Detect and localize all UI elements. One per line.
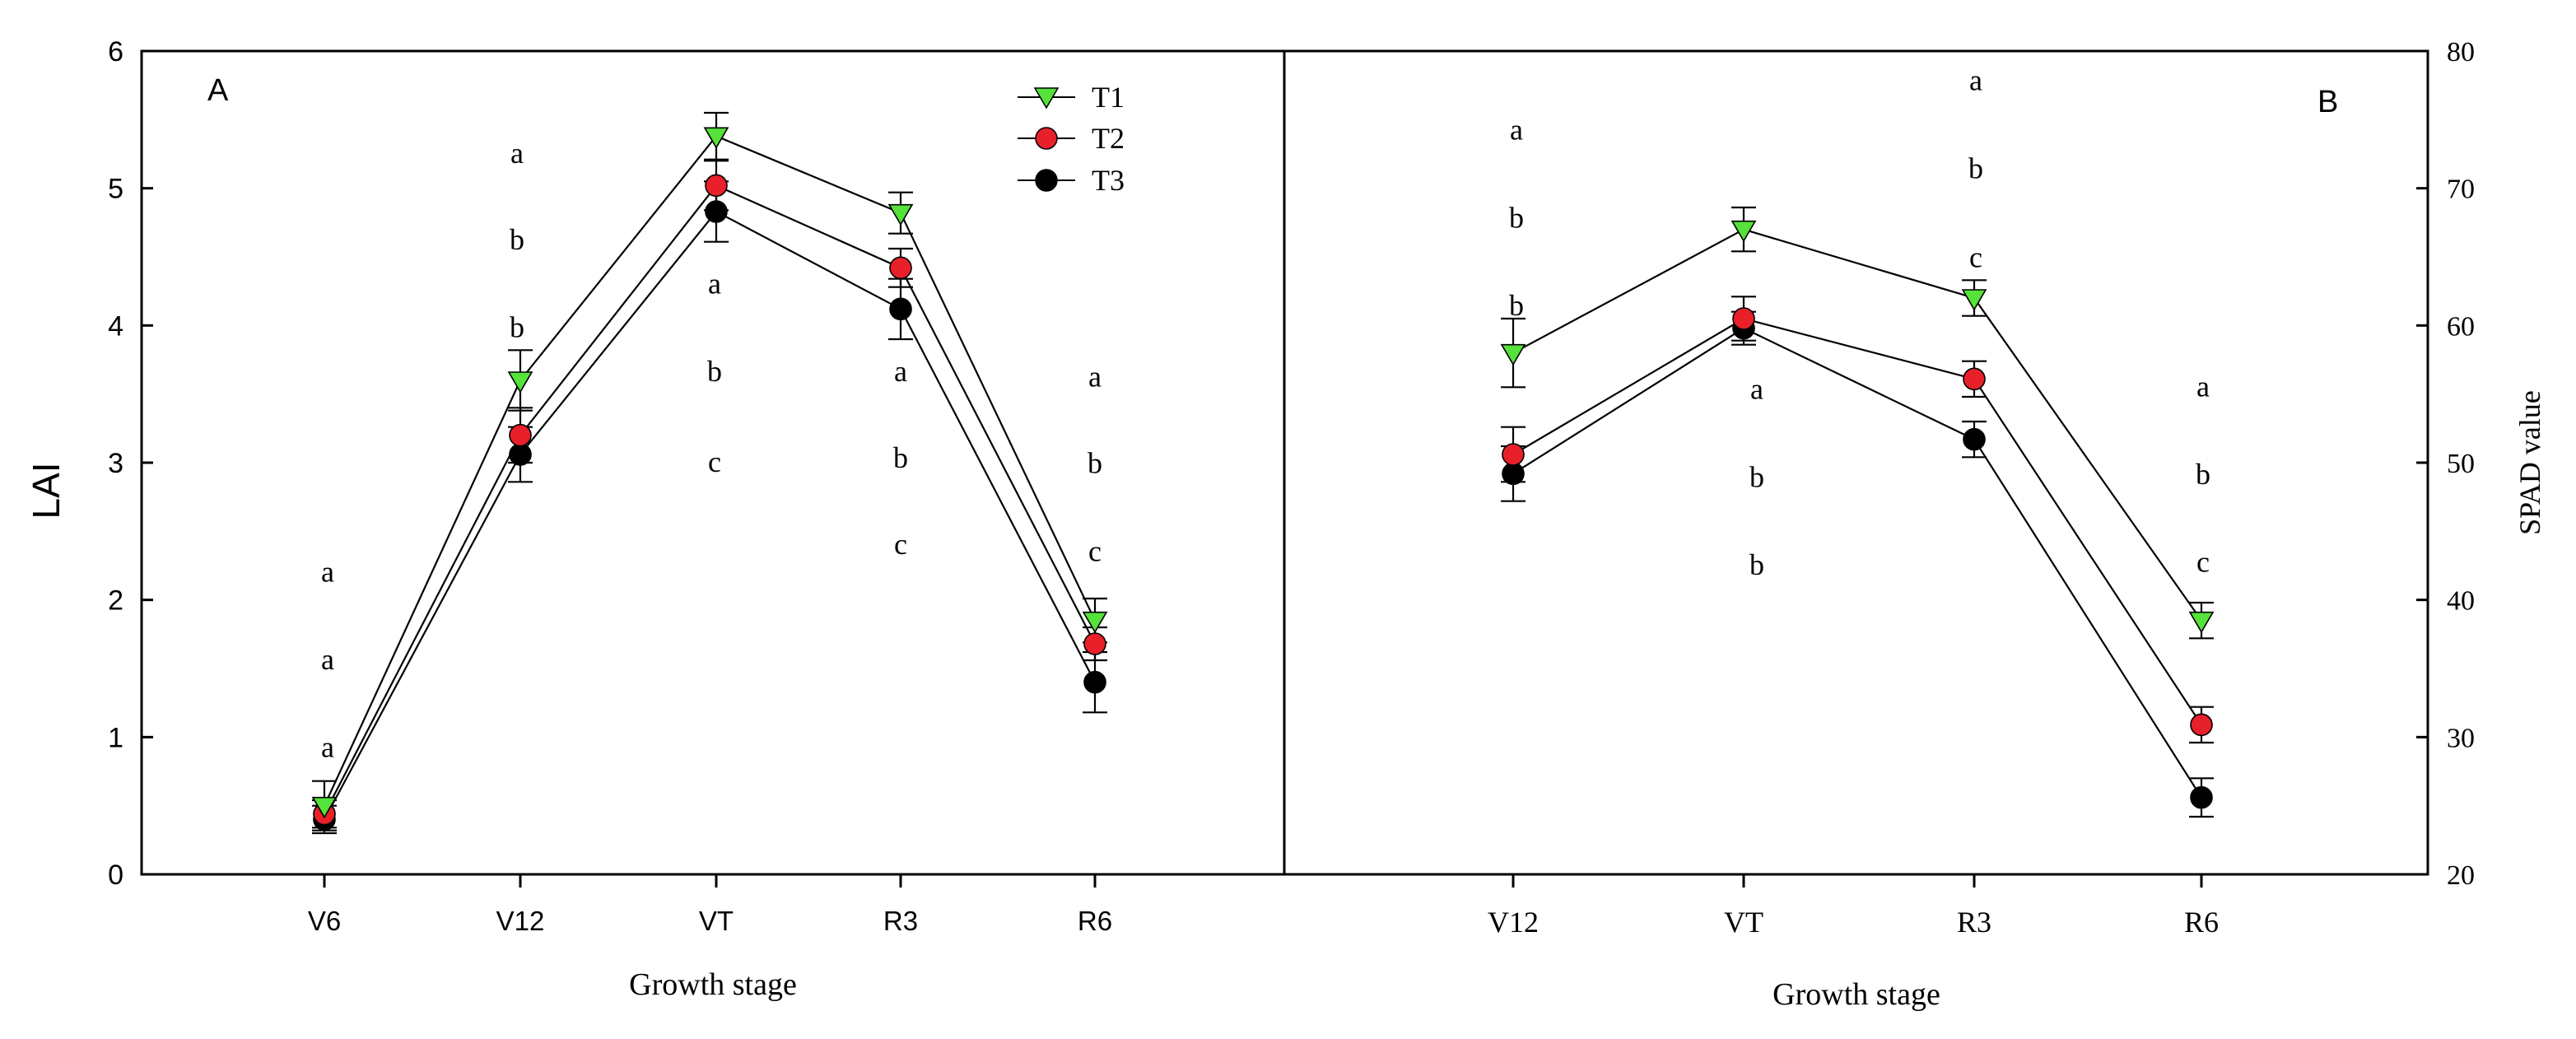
panel-a-x-tick-label: V12	[496, 906, 545, 936]
panel-b-significance-letter: c	[2196, 546, 2210, 579]
panel-a-y-tick-label: 6	[108, 36, 123, 68]
panel-b-series-t3-line	[1512, 327, 2202, 799]
panel-a-t2-point	[509, 423, 532, 447]
panel-a-y-tick-label: 5	[108, 174, 123, 205]
panel-a-significance-letter: b	[510, 223, 524, 256]
panel-b-significance-letter: a	[1750, 373, 1763, 406]
panel-b-t3-point	[1963, 427, 1986, 451]
panel-b-t3-point	[1502, 462, 1525, 486]
panel-b-label: B	[2317, 85, 2338, 119]
panel-b-y-tick-label: 30	[2447, 723, 2475, 753]
panel-a-significance-letter: c	[894, 528, 907, 561]
panel-b-t2-point	[1963, 367, 1986, 391]
panel-a-x-tick-label: VT	[699, 906, 734, 936]
chart-layer: 0 1 2 3 4 5 6 V6 V12 VT R3 R6 a a a a b b a b c a b c a b c 20 30 40 5…	[108, 36, 2475, 939]
panel-a-label: A	[207, 73, 229, 108]
panel-b-t3-point	[2190, 785, 2213, 809]
panel-a-x-tick-label: V6	[308, 906, 341, 936]
panel-b-t1-point	[1731, 220, 1757, 243]
panel-a-t1-point	[311, 796, 338, 819]
panel-b-t1-point	[1500, 343, 1526, 366]
panel-a-significance-letter: a	[321, 555, 334, 588]
legend-t3-marker	[1035, 169, 1058, 192]
panel-a-significance-letter: a	[321, 643, 334, 676]
panel-b-t2-point	[1502, 443, 1525, 466]
panel-a-t1-point	[887, 203, 914, 226]
panel-b-series-t1-line	[1512, 228, 2202, 622]
panel-b-x-tick-label: R6	[2184, 906, 2219, 939]
panel-b-significance-letter: b	[2196, 458, 2210, 491]
panel-a-significance-letter: b	[1088, 447, 1102, 480]
panel-b-x-tick-label: R3	[1957, 906, 1991, 939]
panel-b-y-tick-label: 60	[2447, 311, 2475, 342]
panel-a-t1-point	[703, 127, 729, 149]
panel-a-y-axis-title: LAI	[25, 462, 68, 519]
panel-b-y-tick-label: 40	[2447, 586, 2475, 617]
panel-b-significance-letter: b	[1509, 289, 1524, 322]
panel-a-t1-point	[1082, 611, 1108, 634]
panel-b-t1-point	[1961, 289, 1987, 311]
panel-a-significance-letter: c	[708, 445, 721, 478]
panel-b-plot-area	[1283, 49, 2429, 876]
panel-a-series-t3-line	[324, 210, 1096, 820]
panel-b-significance-letter: c	[1969, 241, 1982, 274]
panel-a-significance-letter: a	[708, 267, 721, 300]
panel-b-t2-point	[2190, 713, 2213, 737]
legend-t1-marker	[1033, 87, 1060, 109]
panel-a-x-axis-title: Growth stage	[629, 967, 797, 1002]
panel-a-y-tick-label: 4	[108, 310, 123, 342]
panel-a-t3-point	[509, 443, 532, 466]
panel-a-significance-letter: a	[1088, 361, 1102, 394]
panel-b-significance-letter: a	[1969, 64, 1982, 97]
panel-a-significance-letter: c	[1088, 534, 1102, 567]
panel-a-significance-letter: b	[510, 311, 524, 344]
panel-a-t3-point	[705, 200, 728, 223]
panel-b-y-axis-title: SPAD value	[2513, 390, 2546, 535]
panel-a-t2-point	[889, 256, 912, 280]
panel-b-x-axis-title: Growth stage	[1772, 977, 1940, 1012]
legend-t2-label: T2	[1092, 122, 1125, 155]
panel-b-significance-letter: b	[1968, 151, 1983, 184]
panel-b-t2-point	[1732, 307, 1755, 330]
panel-a-t2-point	[705, 174, 728, 198]
panel-b-significance-letter: b	[1749, 548, 1764, 581]
panel-a-significance-letter: b	[893, 441, 908, 474]
panel-a-x-tick-label: R3	[883, 906, 918, 936]
panel-a-y-tick-label: 2	[108, 585, 123, 617]
panel-a-t1-point	[507, 371, 533, 394]
panel-a-y-tick-label: 0	[108, 860, 123, 891]
panel-b-significance-letter: a	[2196, 370, 2210, 403]
legend-t1-label: T1	[1092, 81, 1125, 114]
panel-b-y-tick-label: 70	[2447, 175, 2475, 205]
panel-a-significance-letter: a	[321, 731, 334, 764]
panel-b-y-tick-label: 50	[2447, 449, 2475, 479]
panel-b-x-tick-label: VT	[1724, 906, 1763, 939]
panel-b-series-t2-line	[1512, 317, 2202, 725]
panel-b-t1-point	[2188, 611, 2215, 634]
panel-b-x-tick-label: V12	[1488, 906, 1539, 939]
panel-b-significance-letter: b	[1509, 201, 1524, 234]
panel-a-x-tick-label: R6	[1078, 906, 1112, 936]
panel-a-t3-point	[889, 297, 912, 321]
legend-t2-marker	[1035, 127, 1058, 150]
legend-t3-label: T3	[1092, 164, 1125, 197]
panel-a-t3-point	[1083, 670, 1106, 694]
panel-a-significance-letter: a	[510, 137, 524, 170]
panel-b-y-tick-label: 80	[2447, 37, 2475, 68]
panel-b-significance-letter: a	[1510, 114, 1523, 147]
panel-a-significance-letter: b	[707, 355, 722, 388]
panel-b-significance-letter: b	[1749, 460, 1764, 493]
panel-a-y-tick-label: 1	[108, 722, 123, 753]
legend: T1 T2 T3	[1018, 81, 1125, 197]
panel-a-significance-letter: a	[894, 355, 907, 388]
panel-b-y-tick-label: 20	[2447, 860, 2475, 891]
panel-a-t2-point	[1083, 632, 1106, 655]
panel-a-y-tick-label: 3	[108, 448, 123, 479]
